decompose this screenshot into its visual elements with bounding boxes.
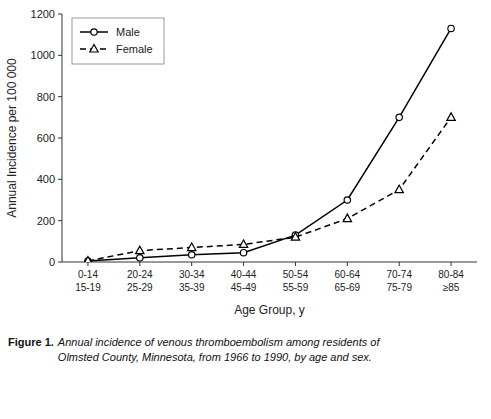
x-tick	[87, 262, 88, 266]
point	[395, 185, 403, 193]
x-tick	[451, 262, 452, 266]
x-tick	[347, 262, 348, 266]
point	[448, 25, 454, 31]
x-tick-label: 40-44 45-49	[231, 269, 257, 293]
x-tick-label-line: 40-44	[231, 269, 257, 280]
x-tick-label-line: 65-69	[335, 282, 361, 293]
y-tick-label: 800	[37, 91, 55, 103]
x-tick-label-line: 75-79	[386, 282, 412, 293]
y-tick-label: 1200	[31, 8, 55, 20]
point	[136, 246, 144, 254]
x-tick	[243, 262, 244, 266]
x-axis-label: Age Group, y	[234, 303, 305, 317]
x-tick-label-line: 25-29	[127, 282, 153, 293]
x-tick	[191, 262, 192, 266]
y-tick-label: 0	[49, 256, 55, 268]
x-tick-label: 20-24 25-29	[127, 269, 153, 293]
legend-label: Female	[116, 43, 153, 55]
x-tick-label-line: 45-49	[231, 282, 257, 293]
point	[188, 252, 194, 258]
point	[137, 255, 143, 261]
x-tick-label: 60-64 65-69	[335, 269, 361, 293]
x-tick	[139, 262, 140, 266]
x-tick-label-line: 30-34	[179, 269, 205, 280]
x-tick-label-line: 55-59	[283, 282, 309, 293]
series-line	[88, 117, 451, 261]
y-tick	[58, 55, 62, 56]
x-tick-label-line: 0-14	[78, 269, 98, 280]
y-tick	[58, 96, 62, 97]
y-tick-label: 1000	[31, 49, 55, 61]
chart: 0 200 400 600 800 1000 1200 Annual Incidence pe…	[0, 0, 491, 419]
x-tick-label: 80-84 ≥85	[438, 269, 464, 293]
x-tick-label: 0-14 15-19	[75, 269, 101, 293]
y-tick-label: 400	[37, 173, 55, 185]
caption-line: Olmsted County, Minnesota, from 1966 to …	[58, 351, 372, 363]
x-tick-label-line: 15-19	[75, 282, 101, 293]
y-tick	[58, 262, 62, 263]
point	[447, 113, 455, 121]
caption-text: Annual incidence of venous thromboemboli…	[57, 336, 381, 363]
point	[239, 240, 247, 248]
x-tick-label: 50-54 55-59	[283, 269, 309, 293]
x-tick-label-line: 70-74	[386, 269, 412, 280]
y-tick	[58, 14, 62, 15]
caption-line: Annual incidence of venous thromboemboli…	[57, 336, 381, 348]
x-tick	[399, 262, 400, 266]
x-tick-label: 30-34 35-39	[179, 269, 205, 293]
legend-box	[72, 18, 164, 64]
y-tick	[58, 220, 62, 221]
x-tick-label: 70-74 75-79	[386, 269, 412, 293]
caption-label: Figure 1.	[8, 336, 54, 348]
point	[240, 250, 246, 256]
point	[84, 256, 92, 262]
y-axis-label: Annual Incidence per 100 000	[5, 58, 19, 218]
x-tick-label-line: 35-39	[179, 282, 205, 293]
point	[187, 243, 195, 251]
point	[344, 197, 350, 203]
x-axis	[62, 262, 477, 263]
x-tick-label-line: ≥85	[443, 282, 460, 293]
y-tick-label: 200	[37, 215, 55, 227]
y-tick	[58, 179, 62, 180]
y-tick-label: 600	[37, 132, 55, 144]
point	[291, 233, 299, 241]
x-tick-label-line: 60-64	[335, 269, 361, 280]
x-tick-label-line: 20-24	[127, 269, 153, 280]
legend: Male Female	[72, 18, 164, 64]
legend-marker	[90, 45, 98, 53]
legend-label: Male	[116, 26, 140, 38]
point	[343, 214, 351, 222]
x-tick-label-line: 80-84	[438, 269, 464, 280]
x-tick-label-line: 50-54	[283, 269, 309, 280]
x-tick	[295, 262, 296, 266]
point	[396, 114, 402, 120]
legend-marker	[91, 29, 97, 35]
y-tick	[58, 138, 62, 139]
